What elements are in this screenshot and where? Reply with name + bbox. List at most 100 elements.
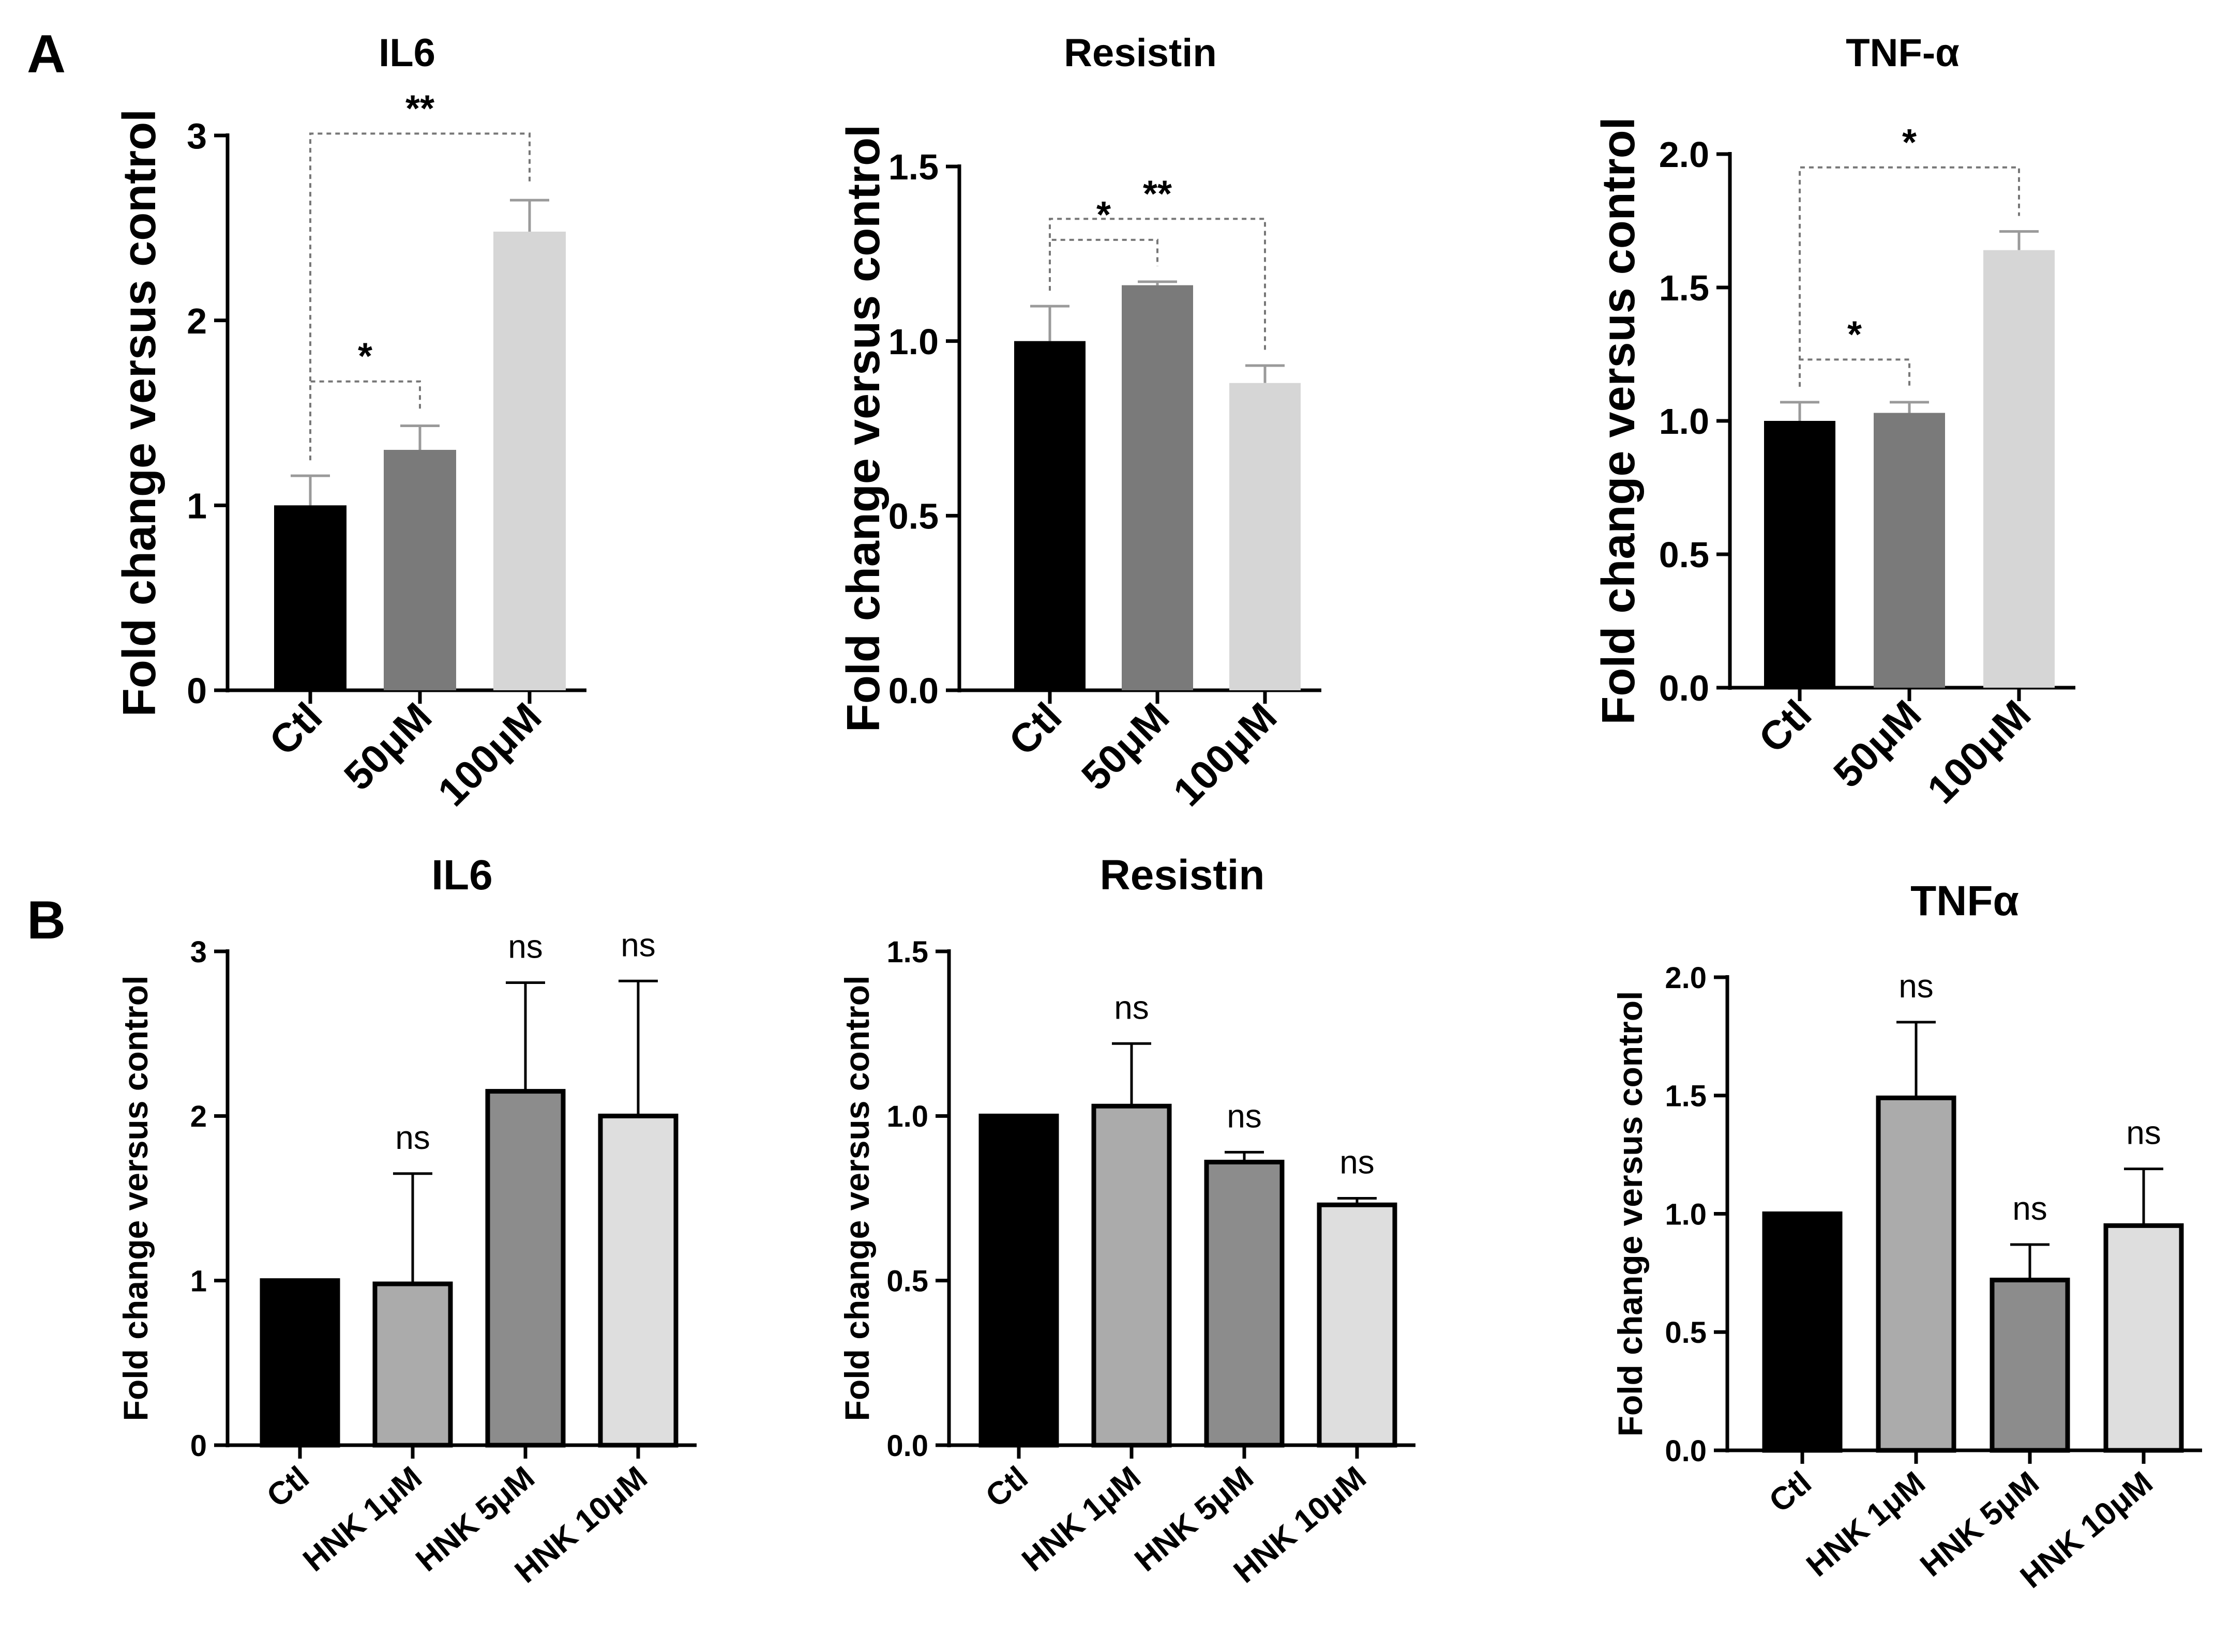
bar-3 <box>1990 1278 2070 1453</box>
y-axis-label: Fold change versus control <box>1593 117 1645 724</box>
y-tick-label: 0 <box>187 671 207 711</box>
significance-stars: * <box>1096 194 1111 236</box>
y-tick-label: 1.5 <box>886 935 928 969</box>
x-tick-label: Ctl <box>1750 691 1820 762</box>
y-tick-label: 0.0 <box>1665 1434 1707 1468</box>
chart-b-1: IL6 Fold change versus control 0 1 2 3 CtlHNK … <box>116 852 697 1590</box>
bar-2 <box>384 450 456 690</box>
y-tick-label: 2 <box>190 1100 207 1133</box>
bar-2 <box>1876 1095 1956 1453</box>
y-tick-label: 1.5 <box>888 147 939 187</box>
bar-4 <box>1317 1202 1397 1448</box>
bar-3 <box>485 1089 566 1448</box>
significance-stars: * <box>358 336 372 377</box>
bar-3 <box>493 231 566 690</box>
y-axis-label: Fold change versus control <box>1611 991 1649 1437</box>
y-tick-label: 0 <box>190 1429 207 1463</box>
y-tick-label: 0.0 <box>1659 668 1709 708</box>
x-tick-label: Ctl <box>979 1460 1035 1514</box>
y-tick-label: 1.0 <box>1665 1198 1707 1231</box>
significance-stars: * <box>1847 314 1862 355</box>
bar-2 <box>1874 413 1945 688</box>
y-tick-label: 0.5 <box>1665 1316 1707 1350</box>
y-axis-label: Fold change versus control <box>838 125 890 732</box>
bar-3 <box>1229 383 1301 690</box>
x-tick-label: 50μM <box>335 694 440 799</box>
chart-title: TNFα <box>1910 877 2019 924</box>
bar-2 <box>1122 285 1193 690</box>
significance-bracket <box>309 380 421 461</box>
x-tick-label: 100μM <box>1918 691 2039 812</box>
chart-a-1: IL6 Fold change versus control 0 1 2 3 Ctl 50μM… <box>114 31 586 815</box>
y-tick-label: 1.0 <box>1659 401 1709 442</box>
y-tick-label: 0.5 <box>1659 535 1709 575</box>
significance-stars: ** <box>1143 173 1172 215</box>
y-axis-label: Fold change versus control <box>114 109 165 717</box>
chart-a-3: TNF-α Fold change versus control 0.0 0.5 1.0… <box>1593 31 2075 812</box>
y-tick-label: 1 <box>187 486 207 526</box>
y-tick-label: 3 <box>187 116 207 156</box>
x-tick-label: HNK 1μM <box>1800 1465 1932 1584</box>
bar-2 <box>1091 1103 1172 1448</box>
x-tick-label: HNK 1μM <box>1015 1460 1147 1579</box>
y-tick-label: 2 <box>187 301 207 341</box>
panel-label-b: B <box>27 890 66 950</box>
bar-4 <box>598 1113 679 1448</box>
x-tick-label: 50μM <box>1825 691 1930 796</box>
bar-1 <box>260 1278 340 1448</box>
y-tick-label: 0.0 <box>888 671 939 711</box>
significance-label: ns <box>2012 1190 2047 1227</box>
chart-b-3: TNFα Fold change versus control 0.0 0.5 1.0 1… <box>1611 877 2202 1595</box>
significance-label: ns <box>395 1119 430 1156</box>
x-tick-label: 50μM <box>1073 694 1178 799</box>
y-axis-label: Fold change versus control <box>116 976 155 1421</box>
significance-label: ns <box>1339 1144 1375 1181</box>
x-tick-label: Ctl <box>261 694 331 764</box>
bar-4 <box>2103 1223 2184 1453</box>
chart-title: Resistin <box>1100 852 1265 899</box>
significance-bracket <box>1799 358 1910 387</box>
panel-label-a: A <box>27 24 66 84</box>
y-axis-label: Fold change versus control <box>838 976 876 1421</box>
bar-3 <box>1983 250 2055 688</box>
y-tick-label: 1.5 <box>1665 1080 1707 1113</box>
chart-title: IL6 <box>379 31 435 75</box>
significance-label: ns <box>1114 989 1149 1026</box>
chart-b-2: Resistin Fold change versus control 0.0 0.5… <box>838 852 1415 1590</box>
significance-label: ns <box>2126 1114 2161 1151</box>
y-tick-label: 1.0 <box>886 1100 928 1133</box>
y-tick-label: 2.0 <box>1659 134 1709 175</box>
significance-bracket <box>1799 166 2020 387</box>
chart-title: TNF-α <box>1846 31 1960 75</box>
bar-1 <box>1014 341 1086 690</box>
y-tick-label: 1.0 <box>888 322 939 362</box>
significance-label: ns <box>621 926 656 963</box>
chart-title: Resistin <box>1064 31 1217 75</box>
x-tick-label: HNK 1μM <box>296 1460 428 1579</box>
y-tick-label: 2.0 <box>1665 961 1707 995</box>
y-tick-label: 1.5 <box>1659 268 1709 308</box>
bar-3 <box>1204 1159 1285 1448</box>
significance-label: ns <box>1898 967 1934 1005</box>
significance-stars: ** <box>405 88 434 129</box>
bar-2 <box>372 1281 453 1448</box>
significance-label: ns <box>1227 1097 1262 1134</box>
significance-bracket <box>1049 238 1158 291</box>
bar-1 <box>978 1113 1059 1448</box>
x-tick-label: Ctl <box>1000 694 1071 764</box>
y-tick-label: 0.5 <box>888 496 939 537</box>
significance-bracket <box>309 132 531 461</box>
chart-title: IL6 <box>431 852 492 899</box>
y-tick-label: 1 <box>190 1265 207 1298</box>
y-tick-label: 0.0 <box>886 1429 928 1463</box>
bar-1 <box>1762 1211 1843 1453</box>
x-tick-label: Ctl <box>260 1460 316 1514</box>
bar-1 <box>1764 421 1835 688</box>
y-tick-label: 0.5 <box>886 1265 928 1298</box>
bar-1 <box>274 505 346 690</box>
x-tick-label: 100μM <box>1164 694 1285 815</box>
significance-stars: * <box>1902 122 1917 163</box>
